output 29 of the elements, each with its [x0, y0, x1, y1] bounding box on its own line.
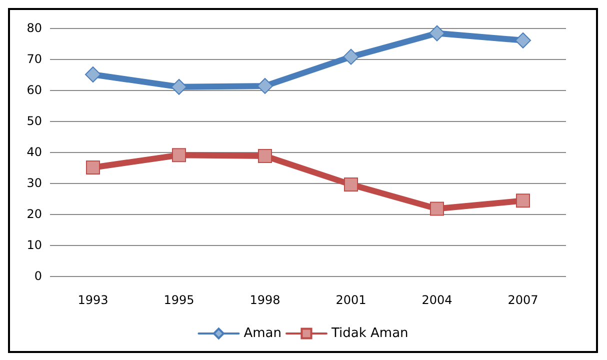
x-tick-label: 1993: [78, 293, 108, 307]
y-tick-label: 20: [26, 207, 42, 221]
y-tick-label: 80: [26, 21, 42, 35]
y-tick-label: 60: [26, 83, 42, 97]
point: [171, 78, 187, 95]
point: [429, 25, 445, 42]
legend-label: Aman: [244, 326, 282, 341]
point: [257, 78, 273, 94]
point: [343, 48, 359, 65]
point: [172, 148, 186, 162]
y-tick-label: 40: [26, 145, 42, 159]
y-tick-label: 70: [26, 52, 42, 66]
point: [430, 202, 444, 216]
point: [516, 194, 530, 208]
x-tick-label: 2007: [508, 293, 538, 307]
point: [86, 160, 100, 174]
x-tick-label: 1998: [250, 293, 280, 307]
point: [258, 149, 272, 164]
x-tick-label: 1995: [164, 293, 194, 307]
point: [85, 66, 101, 82]
y-tick-label: 0: [34, 269, 42, 283]
x-tick-label: 2004: [422, 293, 452, 307]
legend-label: Tidak Aman: [330, 326, 408, 341]
y-tick-label: 30: [26, 176, 42, 190]
x-tick-label: 2001: [336, 293, 366, 307]
point: [515, 32, 531, 48]
y-tick-label: 10: [26, 238, 42, 252]
point: [344, 178, 358, 192]
y-tick-label: 50: [26, 114, 42, 128]
